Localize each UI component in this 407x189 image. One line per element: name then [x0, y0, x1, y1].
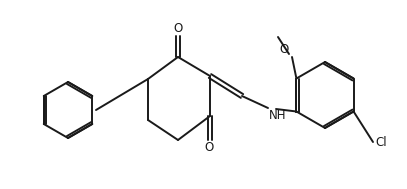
Text: O: O — [204, 141, 214, 154]
Text: NH: NH — [269, 109, 287, 122]
Text: Cl: Cl — [375, 136, 387, 149]
Text: O: O — [280, 43, 289, 56]
Text: O: O — [173, 22, 183, 35]
